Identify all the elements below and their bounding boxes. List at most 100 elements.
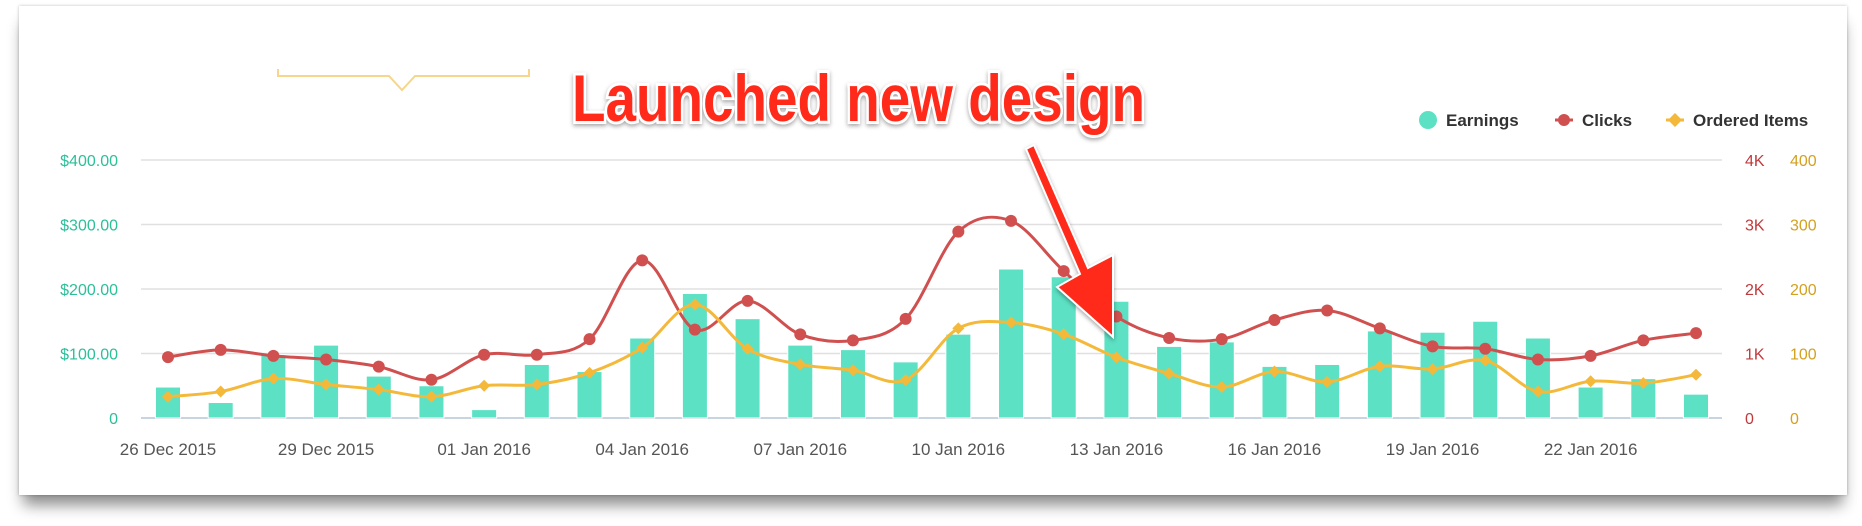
clicks-point	[214, 343, 227, 356]
tooltip-remnant	[277, 69, 530, 92]
legend-item-earnings[interactable]: Earnings	[1419, 111, 1519, 130]
clicks-point	[478, 348, 491, 361]
items-point	[1321, 375, 1334, 388]
items-axis-tick: 300	[1790, 218, 1817, 235]
earnings-bar	[945, 333, 972, 419]
items-point	[1373, 360, 1386, 373]
clicks-point	[1584, 349, 1597, 362]
items-point	[1268, 365, 1281, 378]
items-point	[794, 358, 807, 371]
items-point	[1531, 385, 1544, 398]
x-axis-tick: 07 Jan 2016	[753, 440, 847, 459]
clicks-point	[636, 254, 649, 267]
clicks-point	[899, 312, 912, 325]
legend-item-ordered-items[interactable]: Ordered Items	[1666, 111, 1808, 130]
items-point	[1057, 328, 1070, 341]
clicks-marker-icon	[1558, 114, 1570, 126]
x-axis-tick: 29 Dec 2015	[278, 440, 374, 459]
left-axis-tick: 0	[109, 411, 118, 428]
items-point	[1479, 354, 1492, 367]
clicks-point	[1373, 322, 1386, 335]
earnings-bar	[1208, 341, 1235, 419]
earnings-bar	[1366, 330, 1393, 419]
items-point	[688, 298, 701, 311]
annotation: Launched new design	[569, 58, 1148, 340]
items-point	[372, 383, 385, 396]
clicks-point	[425, 373, 438, 386]
items-point	[320, 378, 333, 391]
earnings-bar	[839, 349, 866, 419]
clicks-axis-tick: 3K	[1745, 218, 1765, 235]
earnings-bar	[681, 293, 708, 419]
earnings-bar	[1577, 386, 1604, 419]
earnings-bar	[1472, 320, 1499, 419]
earnings-bar	[1683, 393, 1709, 419]
clicks-point	[1005, 214, 1018, 227]
x-axis-tick: 10 Jan 2016	[912, 440, 1006, 459]
earnings-bar	[207, 402, 234, 419]
items-point	[846, 364, 859, 377]
items-point	[1690, 368, 1702, 381]
clicks-point	[1479, 342, 1492, 355]
x-axis-tick: 22 Jan 2016	[1544, 440, 1638, 459]
clicks-axis-tick: 0	[1745, 411, 1754, 428]
left-axis-tick: $100.00	[60, 347, 118, 364]
earnings-bar	[1314, 363, 1341, 419]
x-axis-tick: 16 Jan 2016	[1228, 440, 1322, 459]
left-axis-tick: $400.00	[60, 153, 118, 170]
clicks-point	[372, 360, 385, 373]
earnings-bar	[1524, 337, 1551, 419]
clicks-point	[1215, 333, 1228, 346]
clicks-point	[267, 349, 280, 362]
items-axis-tick: 0	[1790, 411, 1799, 428]
legend-label: Earnings	[1446, 111, 1519, 130]
clicks-axis-tick: 2K	[1745, 282, 1765, 299]
items-point	[952, 322, 965, 335]
clicks-point	[1268, 314, 1281, 327]
earnings-bar	[471, 409, 498, 419]
items-point	[899, 373, 912, 386]
clicks-point	[1057, 265, 1070, 278]
earnings-bar	[365, 375, 392, 419]
legend: Earnings Clicks Ordered Items	[1419, 111, 1808, 130]
clicks-point	[320, 353, 333, 366]
legend-item-clicks[interactable]: Clicks	[1555, 111, 1632, 130]
earnings-bar	[1156, 345, 1183, 419]
clicks-point	[583, 333, 596, 346]
items-point	[1426, 362, 1439, 375]
ordered-items-marker-icon	[1668, 113, 1682, 127]
items-point	[1005, 316, 1018, 329]
earnings-bar	[787, 344, 814, 419]
items-point	[214, 385, 227, 398]
clicks-point	[1690, 327, 1702, 340]
clicks-point	[162, 351, 174, 364]
clicks-point	[1426, 340, 1439, 353]
left-axis-tick: $300.00	[60, 218, 118, 235]
items-point	[583, 366, 596, 379]
items-point	[478, 379, 491, 392]
legend-label: Clicks	[1582, 111, 1632, 130]
clicks-point	[1531, 353, 1544, 366]
items-point	[1584, 375, 1597, 388]
clicks-point	[1637, 334, 1650, 347]
earnings-bar	[998, 268, 1025, 419]
items-point	[1163, 367, 1176, 380]
items-line	[167, 302, 1697, 399]
earnings-bar	[734, 318, 761, 419]
items-point	[1110, 351, 1123, 364]
clicks-axis-tick: 1K	[1745, 347, 1765, 364]
clicks-point	[741, 294, 754, 307]
arrow-icon	[1024, 143, 1114, 340]
items-point	[1637, 377, 1650, 390]
earnings-marker-icon	[1419, 111, 1437, 129]
earnings-bar	[260, 354, 287, 419]
x-axis-tick: 04 Jan 2016	[595, 440, 689, 459]
x-axis-tick: 13 Jan 2016	[1070, 440, 1164, 459]
legend-label: Ordered Items	[1693, 111, 1808, 130]
clicks-point	[794, 328, 807, 341]
x-axis-tick: 26 Dec 2015	[120, 440, 216, 459]
earnings-bar	[523, 363, 550, 419]
items-point	[636, 341, 649, 354]
items-axis-tick: 100	[1790, 347, 1817, 364]
